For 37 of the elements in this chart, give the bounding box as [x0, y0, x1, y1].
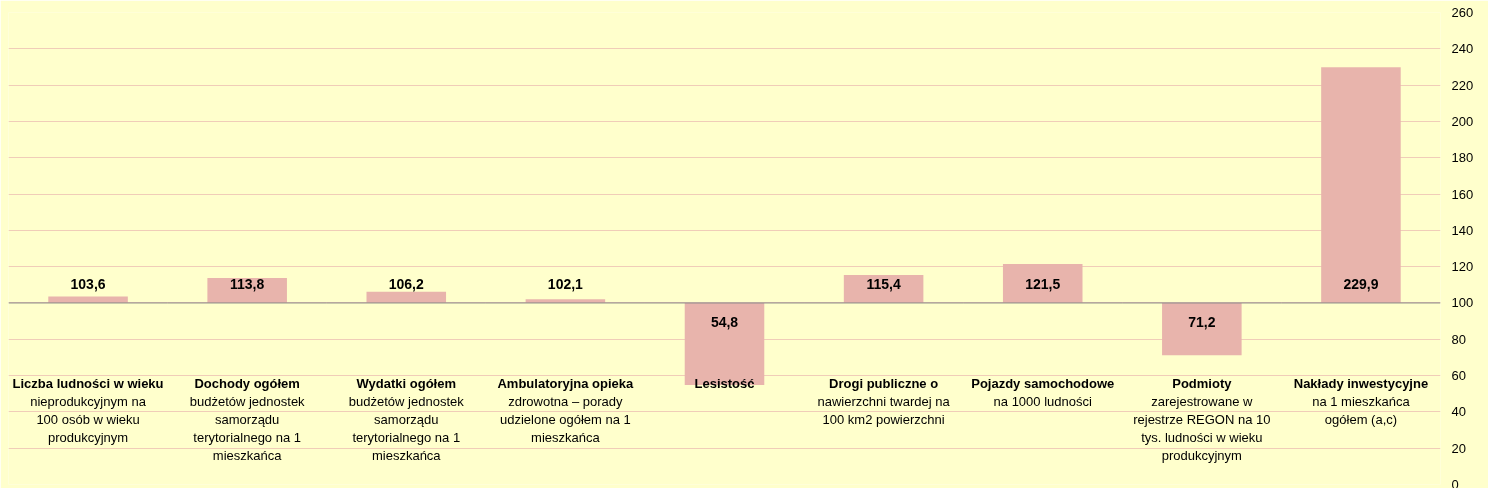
data-label: 229,9 — [1343, 276, 1379, 293]
y-tick-label: 20 — [1451, 440, 1466, 456]
y-tick-label: 100 — [1451, 295, 1474, 311]
data-label: 102,1 — [547, 276, 584, 293]
data-label: 115,4 — [866, 276, 901, 293]
y-tick-label: 40 — [1451, 404, 1466, 420]
x-tick-label: Dochody ogółem budżetów jednostek samorządu terytorialnego na 1 mieszkańca — [189, 375, 306, 463]
data-label: 71,2 — [1188, 313, 1216, 330]
data-label: 103,6 — [70, 276, 106, 293]
y-tick-label: 140 — [1451, 222, 1474, 238]
y-tick-label: 180 — [1451, 150, 1474, 166]
bar — [1321, 67, 1401, 303]
data-label: 121,5 — [1025, 276, 1061, 293]
y-tick-label: 0 — [1451, 476, 1459, 488]
bar — [684, 302, 765, 386]
x-tick-label: Lesistość — [694, 375, 755, 391]
y-tick-label: 240 — [1451, 41, 1474, 57]
x-tick-label: Drogi publiczne o nawierzchni twardej na 100 km2 powierzchni — [817, 375, 951, 427]
data-label: 106,2 — [388, 276, 425, 293]
x-tick-label: Wydatki ogółem budżetów jednostek samorządu terytorialnego na 1 mieszkańca — [348, 375, 465, 463]
bar — [48, 296, 128, 303]
x-tick-label: Liczba ludności w wieku nieprodukcyjnym na 100 osób w wieku produkcyjnym — [12, 375, 164, 445]
y-tick-label: 80 — [1451, 331, 1466, 347]
y-tick-label: 160 — [1451, 186, 1474, 202]
data-label: 113,8 — [230, 276, 265, 293]
x-tick-label: Pojazdy samochodowe na 1000 ludności — [971, 375, 1115, 409]
y-tick-label: 260 — [1451, 5, 1474, 20]
y-tick-label: 120 — [1451, 259, 1474, 275]
x-tick-label: Ambulatoryjna opieka zdrowotna – porady udzielone ogółem na 1 mieszkańca — [497, 375, 635, 445]
x-tick-label: Nakłady inwestycyjne na 1 mieszkańca ogółem (a,c) — [1293, 375, 1429, 427]
y-tick-label: 60 — [1451, 368, 1466, 384]
y-tick-label: 220 — [1451, 77, 1474, 93]
bar — [1002, 263, 1083, 303]
y-tick-label: 200 — [1451, 113, 1474, 129]
x-tick-label: Podmioty zarejestrowane w rejestrze REGON na 10 tys. ludności w wieku produkcyjnym — [1133, 375, 1271, 463]
data-label: 54,8 — [710, 313, 739, 330]
bar — [1162, 302, 1242, 356]
